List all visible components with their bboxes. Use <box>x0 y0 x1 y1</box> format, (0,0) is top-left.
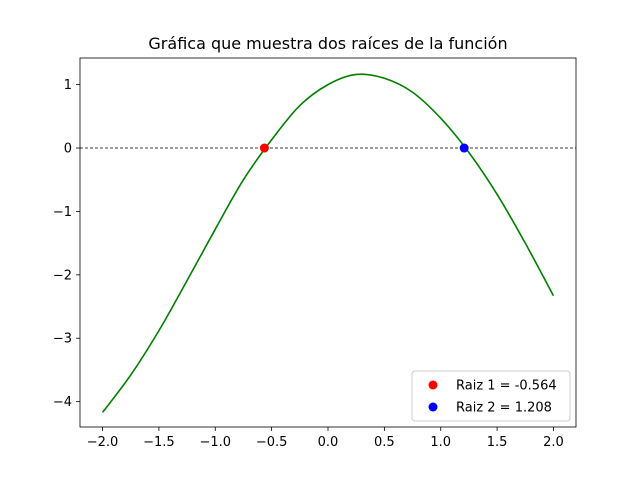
legend: Raiz 1 = -0.564 Raiz 2 = 1.208 <box>411 370 571 422</box>
y-tick-label: −2 <box>53 268 72 283</box>
plot-area <box>80 73 576 413</box>
y-tick-label: −4 <box>53 395 72 410</box>
legend-marker-2 <box>428 402 438 412</box>
x-tick-label: 1.5 <box>487 435 508 450</box>
x-axis: −2.0 −1.5 −1.0 −0.5 0.0 0.5 1.0 1.5 2.0 <box>87 427 564 450</box>
x-tick-label: 1.0 <box>430 435 451 450</box>
y-tick-label: −1 <box>53 205 72 220</box>
x-tick-label: −1.0 <box>199 435 231 450</box>
x-tick-label: 0.5 <box>374 435 395 450</box>
y-tick-label: 0 <box>64 142 72 157</box>
x-tick-label: −2.0 <box>87 435 119 450</box>
legend-marker-1 <box>428 380 438 390</box>
y-tick-label: −3 <box>53 332 72 347</box>
root-marker-2 <box>459 143 469 153</box>
chart-title: Gráfica que muestra dos raíces de la fun… <box>148 34 507 53</box>
x-tick-label: −0.5 <box>256 435 288 450</box>
legend-label-1: Raiz 1 = -0.564 <box>456 379 557 394</box>
legend-label-2: Raiz 2 = 1.208 <box>456 401 552 416</box>
y-tick-label: 1 <box>64 78 72 93</box>
function-curve-1 <box>101 73 555 413</box>
x-tick-label: 2.0 <box>543 435 564 450</box>
y-axis: −4 −3 −2 −1 0 1 <box>53 78 80 410</box>
x-tick-label: 0.0 <box>318 435 339 450</box>
root-marker-1 <box>259 143 269 153</box>
legend-box <box>411 370 571 422</box>
x-tick-label: −1.5 <box>143 435 175 450</box>
